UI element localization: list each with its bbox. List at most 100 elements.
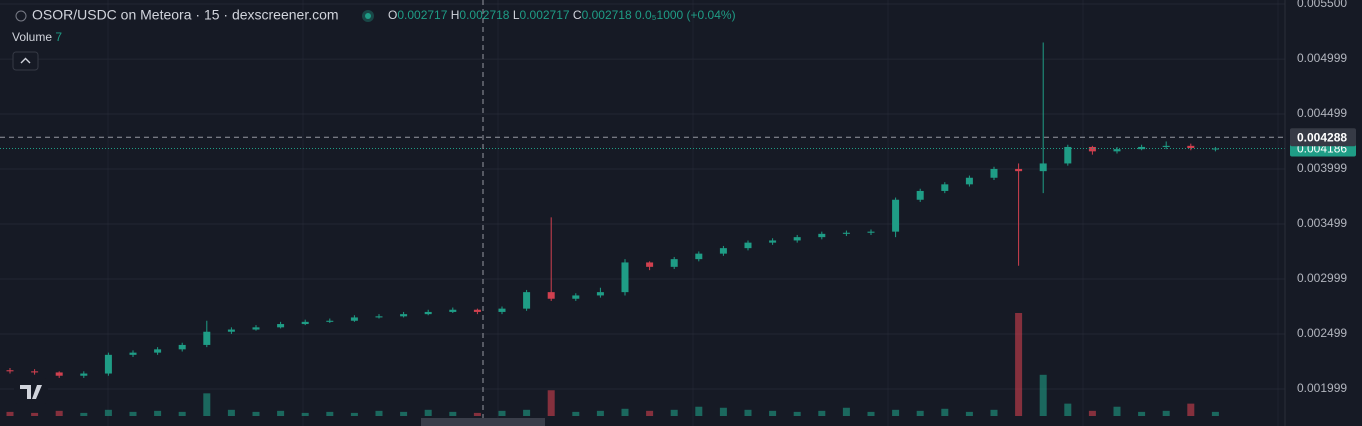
volume-bar	[744, 409, 752, 416]
volume-bar	[818, 410, 826, 416]
y-tick-label: 0.004999	[1297, 51, 1347, 65]
volume-bar	[793, 411, 801, 416]
y-tick-label: 0.003499	[1297, 216, 1347, 230]
volume-bar	[547, 390, 555, 416]
volume-bar	[1138, 411, 1146, 416]
candle-body	[1015, 168, 1023, 172]
candle-body	[80, 373, 88, 376]
candle-body	[473, 309, 481, 312]
grid	[0, 0, 1285, 426]
candle-body	[1064, 146, 1072, 164]
legend-key: C	[573, 8, 582, 22]
volume-bar	[990, 409, 998, 416]
candle-body	[547, 292, 555, 299]
candle-body	[449, 309, 457, 312]
volume-bar	[424, 409, 432, 416]
volume-bar	[769, 410, 777, 416]
candle-body	[154, 349, 162, 353]
candle-body	[744, 242, 752, 249]
scrollbar[interactable]	[421, 418, 545, 426]
volume-bar	[104, 409, 112, 416]
candle-body	[326, 320, 334, 322]
candle-body	[892, 199, 900, 232]
candle-body	[400, 314, 408, 317]
candle-body	[104, 354, 112, 374]
volume-label: Volume 7	[12, 30, 62, 44]
collapse-icon	[20, 57, 31, 64]
volume-bar	[326, 411, 334, 416]
y-tick-label: 0.001999	[1297, 381, 1347, 395]
candle-body	[596, 292, 604, 296]
volume-bar	[400, 411, 408, 416]
volume-bar	[867, 411, 875, 416]
volume-bar	[277, 410, 285, 416]
status-dot	[365, 13, 371, 19]
candle-body	[1187, 145, 1195, 149]
volume-bar	[1162, 410, 1170, 416]
candle-body	[55, 372, 63, 376]
candle-body	[203, 331, 211, 345]
collapse-button[interactable]	[12, 51, 39, 71]
candle-body	[818, 233, 826, 238]
volume-bar	[1039, 374, 1047, 416]
candle-body	[301, 321, 309, 325]
volume-bar	[670, 409, 678, 416]
volume-bar	[154, 410, 162, 416]
candle-body	[129, 352, 137, 355]
volume-bar	[646, 410, 654, 416]
legend-value: 0.002718	[582, 8, 632, 22]
volume-bar	[6, 411, 14, 416]
volume-bar	[178, 411, 186, 416]
y-axis: 0.001999 0.002499 0.002999 0.003499 0.003999…	[1284, 0, 1362, 426]
candle-body	[1162, 145, 1170, 147]
volume-bar	[203, 393, 211, 416]
candle-body	[1138, 146, 1146, 150]
volume-bar	[55, 410, 63, 416]
volume-bar	[1187, 403, 1195, 416]
candle-body	[916, 190, 924, 200]
legend-key: O	[388, 8, 397, 22]
crosshair-badge	[1290, 128, 1356, 147]
axis-background	[1285, 0, 1362, 426]
candle-body	[1088, 146, 1096, 152]
legend-change: 0.0₅1000 (+0.04%)	[635, 8, 736, 22]
candle-body	[646, 262, 654, 267]
candle-body	[523, 292, 531, 309]
legend-key: L	[513, 8, 520, 22]
symbol-icon	[15, 10, 27, 22]
volume-bar	[523, 409, 531, 416]
candle-body	[572, 295, 580, 299]
volume-bar	[892, 409, 900, 416]
volume-bar	[252, 411, 260, 416]
legend-value: 0.002717	[520, 8, 570, 22]
volume-bar	[941, 408, 949, 416]
candle-body	[178, 344, 186, 350]
y-tick-label: 0.005500	[1297, 0, 1347, 10]
volume-bar	[916, 410, 924, 416]
volume-bar	[129, 411, 137, 416]
volume-bar	[621, 408, 629, 416]
volume-bar	[965, 411, 973, 416]
y-tick-label: 0.004499	[1297, 106, 1347, 120]
candle-body	[990, 168, 998, 178]
candle-body	[695, 253, 703, 260]
volume-bar	[473, 412, 481, 416]
volume-bar	[842, 407, 850, 416]
volume-bar	[350, 412, 358, 416]
volume-bar	[1015, 313, 1023, 416]
candle-body	[6, 370, 14, 372]
volume-bar	[31, 412, 39, 416]
candle-body	[670, 259, 678, 267]
candle-body	[621, 262, 629, 293]
candle-body	[1039, 163, 1047, 172]
volume-bar	[375, 410, 383, 416]
volume-bar	[449, 411, 457, 416]
candle-body	[867, 231, 875, 233]
volume-bar	[572, 411, 580, 416]
volume-bar	[695, 406, 703, 416]
volume-bar	[719, 407, 727, 416]
candle-body	[769, 240, 777, 243]
candle-body	[252, 327, 260, 330]
